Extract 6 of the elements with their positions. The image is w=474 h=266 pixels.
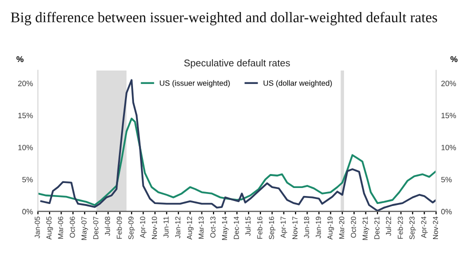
chart-subtitle: Speculative default rates (184, 59, 290, 68)
line-series (38, 118, 436, 206)
chart-title: Big difference between issuer-weighted and dollar-weighted default rates (10, 12, 438, 26)
y-axis-title: % (16, 56, 24, 62)
y2-axis-title: % (450, 56, 458, 62)
line-series (40, 79, 436, 212)
